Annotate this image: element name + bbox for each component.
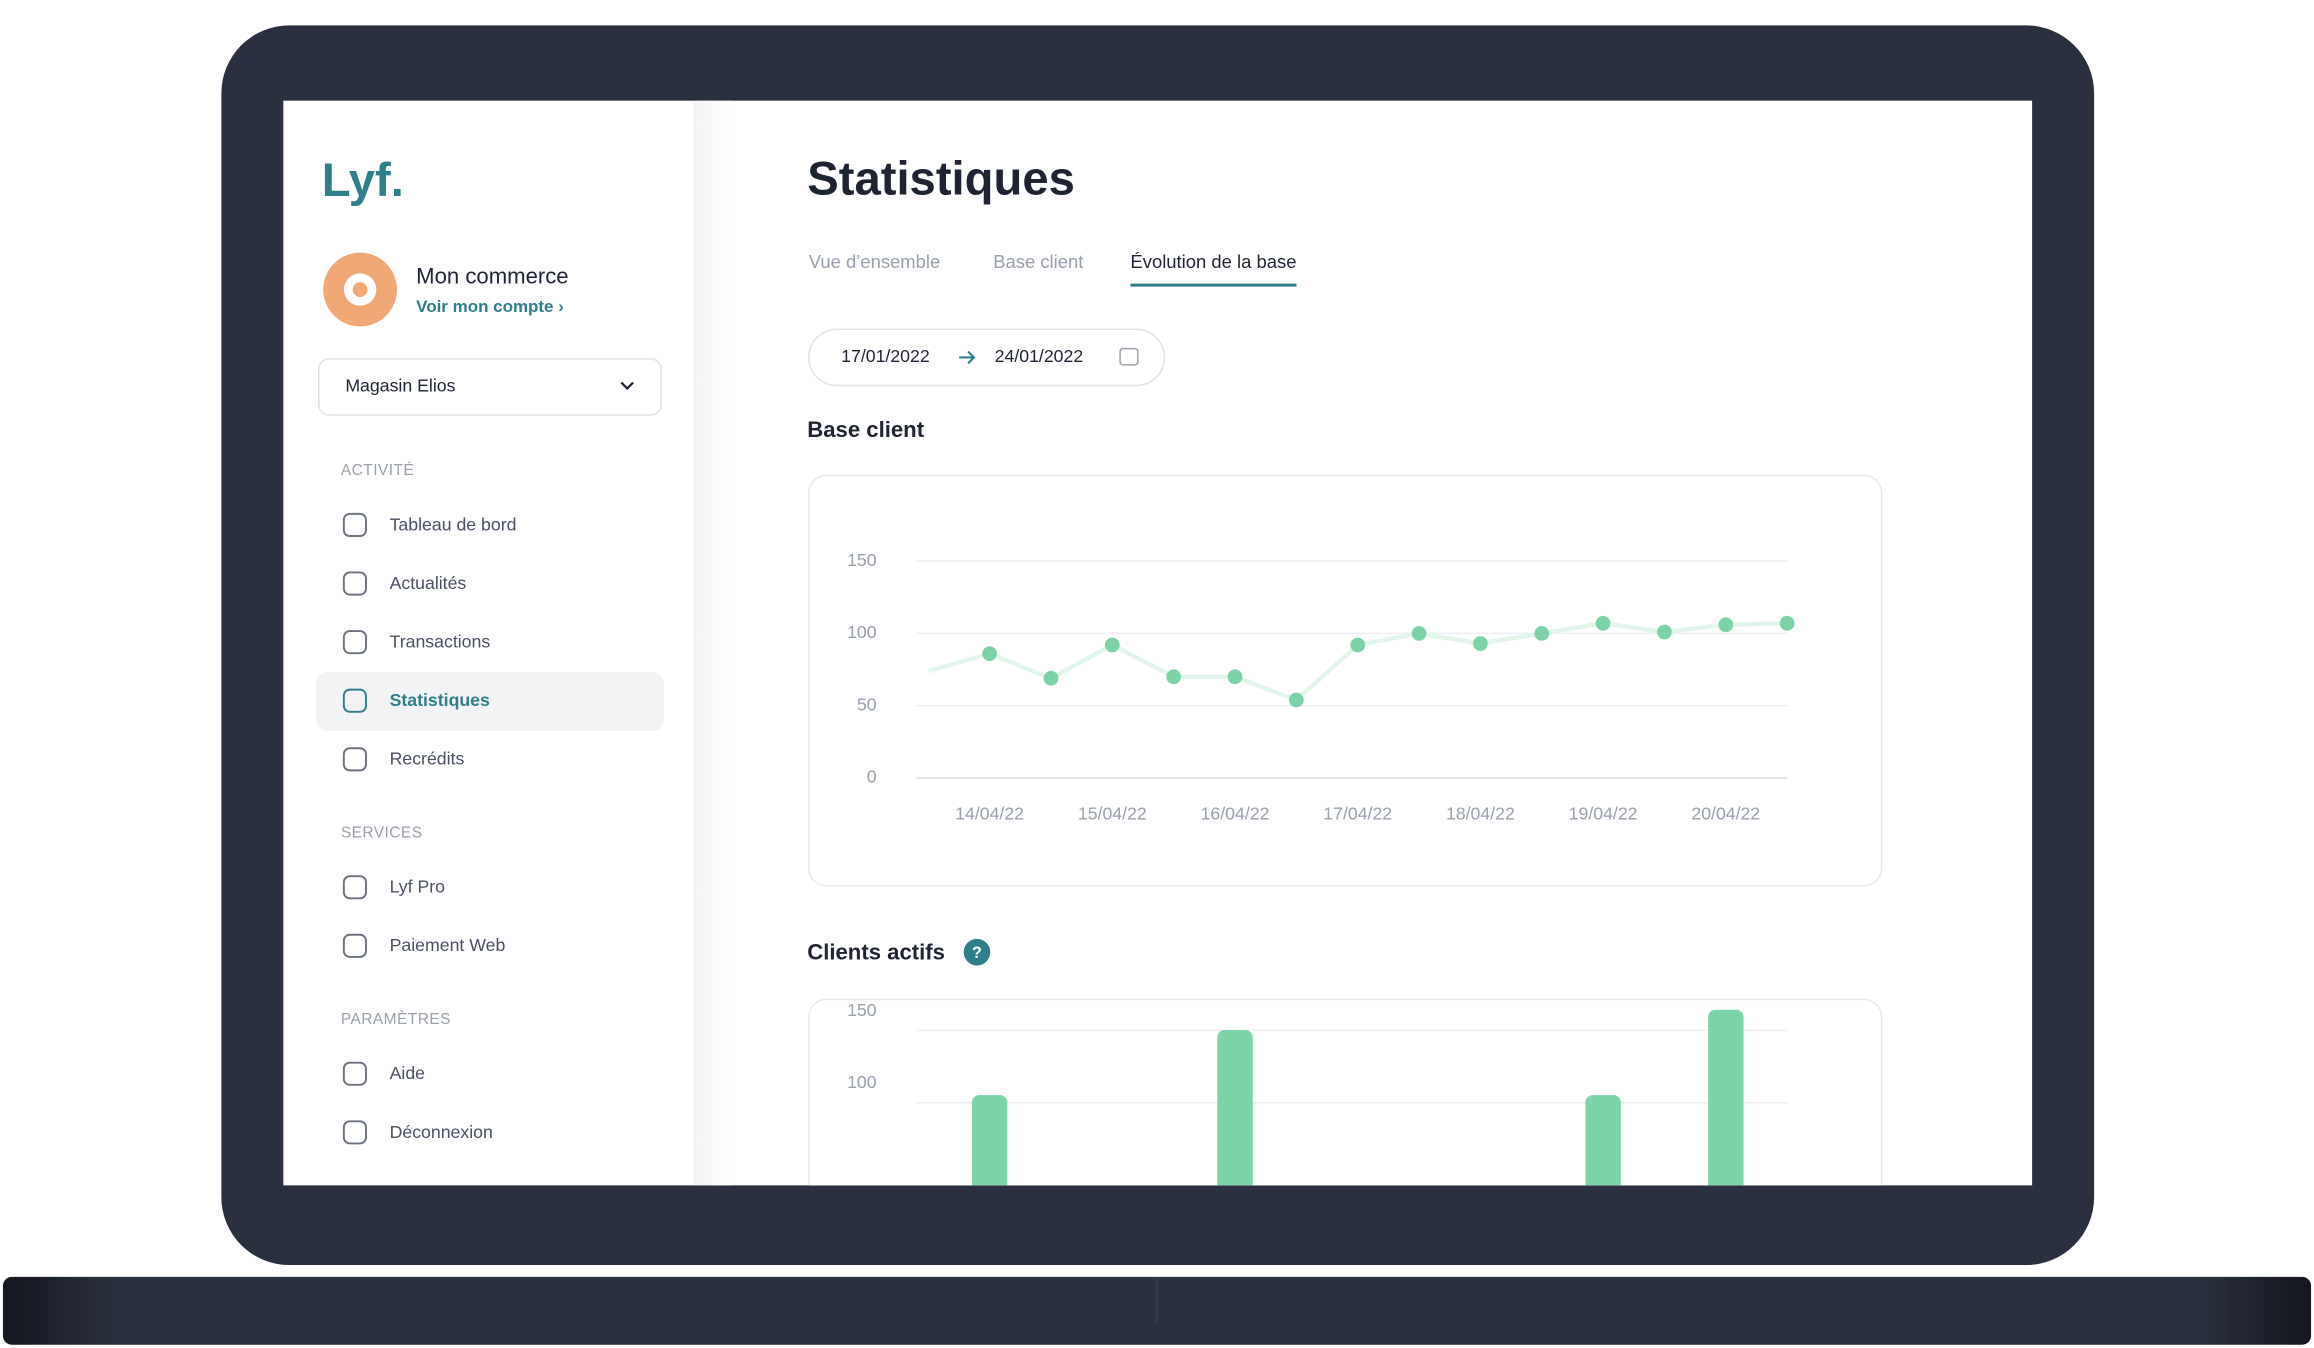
point <box>1104 637 1120 653</box>
nav-icon <box>342 933 367 958</box>
point <box>1595 615 1611 631</box>
point <box>1534 626 1550 641</box>
nav-active-bg <box>315 671 665 731</box>
point <box>1166 669 1182 685</box>
y-tick-label: 100 <box>847 622 877 642</box>
x-tick-label: 17/04/22 <box>1323 804 1392 824</box>
avatar-center <box>352 282 368 297</box>
section-title: Clients actifs <box>807 940 945 965</box>
bar <box>971 1095 1008 1186</box>
x-tick-label: 19/04/22 <box>1569 804 1638 824</box>
x-tick-label: 14/04/22 <box>955 804 1024 824</box>
nav-section: ACTIVITÉ <box>341 462 414 479</box>
point <box>1350 637 1366 653</box>
nav-icon <box>342 512 367 537</box>
nav-icon <box>342 630 367 655</box>
point <box>1227 669 1243 685</box>
nav-icon <box>342 571 367 596</box>
y-tick-label: 150 <box>847 1000 877 1020</box>
nav-icon <box>342 747 367 772</box>
tab[interactable]: Vue d’ensemble <box>809 251 941 272</box>
nav-item[interactable]: Statistiques <box>390 690 490 710</box>
tab-underline <box>1130 283 1297 287</box>
x-tick-label: 15/04/22 <box>1078 804 1147 824</box>
nav-icon <box>342 1120 367 1145</box>
account-link[interactable]: Voir mon compte › <box>416 297 564 316</box>
nav-section: PARAMÈTRES <box>341 1011 451 1028</box>
nav-section: SERVICES <box>341 824 423 841</box>
nav-item[interactable]: Transactions <box>390 632 491 652</box>
help-mark: ? <box>972 944 982 962</box>
store-name: Magasin Elios <box>345 376 455 396</box>
account-name: Mon commerce <box>416 264 568 289</box>
arrow-icon <box>959 350 976 365</box>
chart-card <box>807 474 1883 887</box>
date-range[interactable] <box>807 328 1166 387</box>
nav-item[interactable]: Paiement Web <box>390 935 506 955</box>
nav-icon <box>342 688 367 713</box>
nav-icon <box>342 875 367 900</box>
tabs: Vue d’ensemble Base client Évolution de la… <box>809 251 1297 287</box>
calendar-icon <box>1119 347 1139 366</box>
bar <box>1217 1030 1253 1186</box>
nav-item[interactable]: Lyf Pro <box>390 877 446 897</box>
y-tick-label: 0 <box>867 767 877 787</box>
chevron <box>620 381 634 391</box>
y-tick-label: 150 <box>847 550 877 570</box>
date-to: 24/01/2022 <box>995 346 1084 366</box>
x-tick-label: 18/04/22 <box>1446 804 1515 824</box>
page-title: Statistiques <box>807 152 1075 205</box>
y-tick-label: 50 <box>857 694 877 714</box>
x-tick-label: 20/04/22 <box>1691 804 1760 824</box>
nav-item[interactable]: Actualités <box>390 573 467 593</box>
section-title: Base client <box>807 417 924 442</box>
date-from: 17/01/2022 <box>841 346 930 366</box>
point <box>1779 615 1795 631</box>
point <box>1657 624 1672 640</box>
bar <box>1708 1009 1744 1186</box>
nav-item[interactable]: Déconnexion <box>390 1122 493 1142</box>
point <box>982 646 997 662</box>
nav-item[interactable]: Aide <box>390 1063 426 1083</box>
app: Lyf. Mon commerce Voir mon compte › Maga… <box>315 100 1883 1186</box>
bar <box>1585 1095 1621 1186</box>
y-tick-label: 100 <box>847 1072 877 1092</box>
nav-icon <box>342 1061 367 1086</box>
tab[interactable]: Base client <box>993 251 1083 272</box>
point <box>1043 670 1059 686</box>
nav-item[interactable]: Tableau de bord <box>390 514 517 534</box>
charts: 0 50 100 150 14/04/22 15/04/22 16/04/22 17/04/2… <box>847 550 1795 1186</box>
tab[interactable]: Évolution de la base <box>1130 251 1296 272</box>
point <box>1718 617 1734 633</box>
x-tick-label: 16/04/22 <box>1201 804 1270 824</box>
nav-item[interactable]: Recrédits <box>390 749 465 769</box>
point <box>1288 692 1304 708</box>
store-select[interactable] <box>318 358 662 416</box>
point <box>1411 626 1427 641</box>
logo: Lyf. <box>322 154 404 207</box>
help-icon[interactable] <box>963 938 991 966</box>
sidebar-edge <box>693 100 732 1186</box>
navigation: ACTIVITÉ Tableau de bord Actualités Transac… <box>315 462 665 1145</box>
point <box>1473 636 1488 651</box>
